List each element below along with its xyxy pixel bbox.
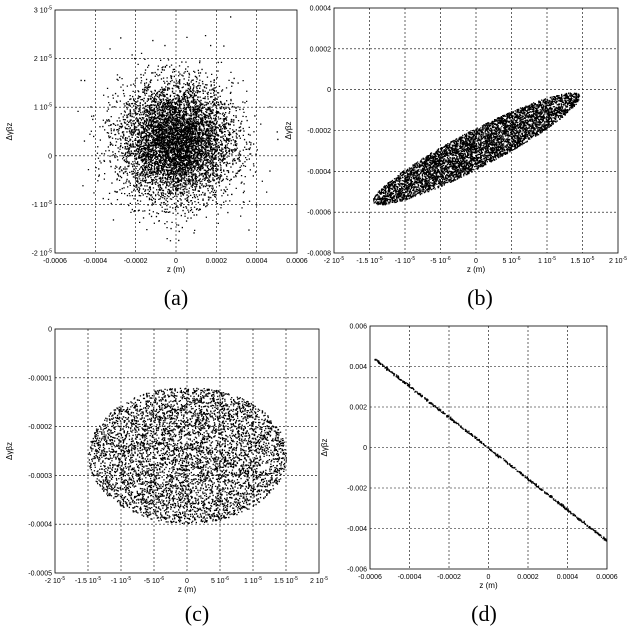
x-tick-label: 2 10-5 — [310, 576, 328, 585]
x-tick-label: -5 10-6 — [144, 576, 165, 585]
y-tick-label: -0.0002 — [28, 424, 52, 431]
data-points — [373, 92, 581, 206]
y-tick-label: 0.006 — [349, 324, 367, 331]
y-tick-label: -0.0006 — [307, 210, 331, 217]
y-tick-label: 3 10-5 — [34, 6, 52, 15]
panel-caption: (b) — [467, 285, 493, 310]
y-axis-label: Δγβz — [5, 442, 14, 460]
y-tick-label: 0 — [363, 445, 367, 452]
x-tick-label: 0.0002 — [206, 258, 228, 265]
data-points — [374, 358, 607, 543]
y-tick-label: -0.002 — [347, 486, 367, 493]
x-tick-label: 0.0006 — [286, 258, 308, 265]
x-tick-label: 0.0002 — [517, 574, 539, 581]
x-tick-label: -1.5 10-5 — [75, 576, 101, 585]
x-tick-label: -2 10-5 — [45, 576, 66, 585]
y-tick-label: 2 10-5 — [34, 54, 52, 63]
panel-caption: (a) — [164, 285, 188, 310]
y-tick-label: 0.004 — [349, 364, 367, 371]
y-tick-label: -0.0004 — [28, 522, 52, 529]
y-tick-label: -1 10-5 — [32, 200, 53, 209]
x-tick-label: 1 10-5 — [244, 576, 262, 585]
y-tick-label: 0.0002 — [310, 46, 332, 53]
y-tick-label: -0.0003 — [28, 473, 52, 480]
chart-panel-b: -2 10-5 -1.5 10-5 -1 10-5 -5 10-6 0 5 10-6 1 1… — [284, 6, 627, 311]
y-tick-label: -0.0004 — [307, 169, 331, 176]
x-tick-label: 0 — [474, 258, 478, 265]
x-tick-label: -1 10-5 — [395, 256, 416, 265]
y-tick-label: 1 10-5 — [34, 103, 52, 112]
plot-frame — [54, 9, 298, 254]
x-tick-label: -0.0004 — [398, 574, 422, 581]
x-axis-label: z (m) — [167, 265, 186, 274]
chart-panel-c: -2 10-5 -1.5 10-5 -1 10-5 -5 10-6 0 5 10-6 1 1… — [5, 327, 328, 627]
x-tick-label: 0 — [185, 578, 189, 585]
y-tick-label: 0.0004 — [310, 6, 332, 13]
data-points — [88, 387, 287, 525]
x-tick-label: 2 10-5 — [609, 256, 627, 265]
y-tick-label: -0.0002 — [307, 128, 331, 135]
panel-caption: (c) — [185, 601, 209, 626]
x-tick-label: 0.0004 — [557, 574, 579, 581]
x-tick-label: -0.0006 — [358, 574, 382, 581]
y-tick-label: 0 — [48, 153, 52, 160]
y-tick-label: -0.0008 — [307, 251, 331, 258]
data-points — [77, 16, 297, 242]
chart-panel-d: -0.0006 -0.0004 -0.0002 0 0.0002 0.0004 0.0006… — [320, 324, 618, 627]
y-tick-label: -2 10-5 — [32, 249, 53, 258]
plot-frame — [369, 325, 608, 570]
x-tick-label: 0 — [487, 574, 491, 581]
x-tick-label: -0.0006 — [43, 258, 67, 265]
y-tick-label: -0.006 — [347, 567, 367, 574]
y-axis-label: Δγβz — [5, 123, 14, 141]
y-tick-label: 0 — [48, 327, 52, 334]
x-tick-label: -2 10-5 — [324, 256, 345, 265]
x-tick-label: 0.0006 — [596, 574, 618, 581]
y-tick-label: 0.002 — [349, 405, 367, 412]
x-axis-label: z (m) — [178, 585, 197, 594]
plot-frame — [54, 328, 320, 574]
x-tick-label: 5 10-6 — [211, 576, 229, 585]
y-tick-label: -0.0005 — [28, 571, 52, 578]
chart-panel-a: -0.0006 -0.0004 -0.0002 0 0.0002 0.0004 0.0006… — [5, 6, 308, 311]
x-tick-label: -0.0004 — [83, 258, 107, 265]
x-axis-label: z (m) — [479, 581, 498, 590]
panel-caption: (d) — [471, 601, 497, 626]
x-tick-label: -1.5 10-5 — [356, 256, 382, 265]
x-tick-label: -0.0002 — [124, 258, 148, 265]
x-tick-label: -0.0002 — [437, 574, 461, 581]
x-tick-label: 0.0004 — [246, 258, 268, 265]
x-tick-label: 1.5 10-5 — [571, 256, 595, 265]
y-tick-label: 0 — [327, 87, 331, 94]
x-tick-label: 1 10-5 — [538, 256, 556, 265]
y-axis-label: Δγβz — [284, 122, 293, 140]
y-tick-label: -0.0001 — [28, 375, 52, 382]
x-tick-label: -5 10-6 — [430, 256, 451, 265]
x-tick-label: -1 10-5 — [111, 576, 132, 585]
y-tick-label: -0.004 — [347, 526, 367, 533]
x-tick-label: 5 10-6 — [502, 256, 520, 265]
x-tick-label: 0 — [174, 258, 178, 265]
y-axis-label: Δγβz — [320, 439, 329, 457]
plot-frame — [333, 7, 619, 254]
x-axis-label: z (m) — [467, 265, 486, 274]
x-tick-label: 1.5 10-5 — [274, 576, 298, 585]
